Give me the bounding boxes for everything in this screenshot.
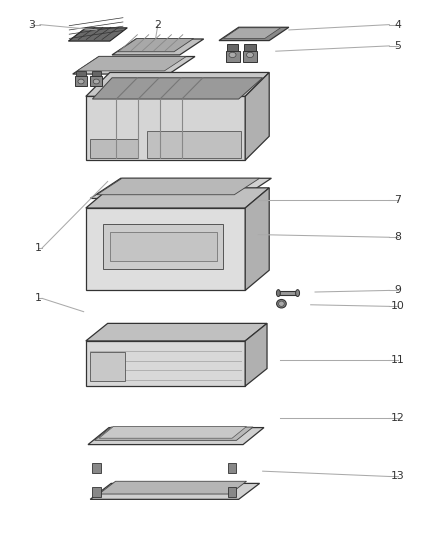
Polygon shape [244, 44, 256, 51]
Polygon shape [103, 224, 223, 269]
Text: 7: 7 [395, 195, 402, 205]
Ellipse shape [276, 289, 280, 296]
Polygon shape [245, 72, 269, 160]
Polygon shape [90, 352, 125, 381]
Polygon shape [278, 291, 297, 295]
Polygon shape [99, 481, 247, 494]
Polygon shape [228, 487, 237, 497]
Text: 10: 10 [391, 301, 405, 311]
Polygon shape [92, 78, 263, 99]
Polygon shape [76, 71, 86, 76]
Polygon shape [86, 324, 267, 341]
Ellipse shape [247, 52, 254, 58]
Text: 1: 1 [34, 293, 41, 303]
Text: 12: 12 [391, 413, 405, 423]
Polygon shape [243, 51, 257, 62]
Text: 11: 11 [391, 354, 405, 365]
Text: 13: 13 [391, 472, 405, 481]
Polygon shape [147, 131, 241, 158]
Polygon shape [73, 56, 195, 74]
Ellipse shape [279, 301, 284, 306]
Polygon shape [86, 188, 269, 208]
Polygon shape [112, 39, 204, 55]
Text: 3: 3 [28, 20, 35, 30]
Text: 8: 8 [395, 232, 402, 243]
Polygon shape [86, 96, 245, 160]
Text: 2: 2 [155, 20, 161, 30]
Polygon shape [92, 487, 101, 497]
Polygon shape [227, 44, 238, 51]
Text: 5: 5 [395, 41, 402, 51]
Polygon shape [90, 139, 138, 158]
Polygon shape [75, 76, 87, 86]
Polygon shape [88, 427, 264, 445]
Text: 9: 9 [395, 286, 402, 295]
Polygon shape [90, 483, 260, 499]
Polygon shape [77, 56, 186, 71]
Polygon shape [90, 178, 272, 198]
Polygon shape [86, 341, 245, 386]
Polygon shape [110, 232, 217, 261]
Ellipse shape [229, 52, 236, 58]
Ellipse shape [78, 79, 84, 84]
Polygon shape [68, 28, 127, 41]
Ellipse shape [277, 300, 286, 308]
Polygon shape [92, 71, 101, 76]
Polygon shape [219, 27, 289, 41]
Polygon shape [99, 426, 247, 438]
Text: 4: 4 [395, 20, 402, 30]
Polygon shape [86, 72, 269, 96]
Polygon shape [97, 178, 260, 195]
Polygon shape [117, 38, 194, 52]
Polygon shape [92, 463, 101, 473]
Polygon shape [90, 76, 102, 86]
Ellipse shape [93, 79, 99, 84]
Ellipse shape [296, 289, 300, 296]
Text: 1: 1 [34, 243, 41, 253]
Polygon shape [226, 51, 240, 62]
Polygon shape [86, 208, 245, 290]
Polygon shape [245, 324, 267, 386]
Polygon shape [245, 188, 269, 290]
Polygon shape [228, 463, 237, 473]
Polygon shape [95, 427, 253, 440]
Polygon shape [223, 28, 281, 38]
